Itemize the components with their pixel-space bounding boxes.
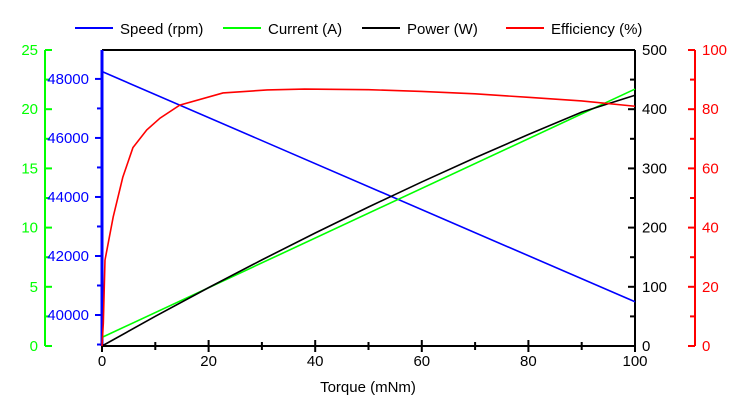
- x-tick-label: 40: [307, 353, 324, 370]
- current-tick-label: 5: [30, 279, 38, 296]
- legend-label-speed: Speed (rpm): [120, 21, 203, 38]
- axes: 0 20 40 60 80 1000510152025400004200044000460…: [21, 42, 727, 370]
- series-line-efficiency: [101, 88, 636, 347]
- legend-label-power: Power (W): [407, 21, 478, 38]
- x-tick-label: 20: [200, 353, 217, 370]
- power-tick-label: 400: [642, 101, 667, 118]
- speed-tick-label: 46000: [47, 130, 89, 147]
- current-tick-label: 10: [21, 220, 38, 237]
- speed-tick-label: 48000: [47, 71, 89, 88]
- x-tick-label: 80: [520, 353, 537, 370]
- legend: Speed (rpm) Current (A) Power (W) Efficienc…: [75, 21, 642, 38]
- efficiency-tick-label: 80: [702, 101, 719, 118]
- x-tick-label: 100: [622, 353, 647, 370]
- efficiency-tick-label: 100: [702, 42, 727, 59]
- power-tick-label: 500: [642, 42, 667, 59]
- efficiency-tick-label: 20: [702, 279, 719, 296]
- speed-tick-label: 40000: [47, 307, 89, 324]
- power-tick-label: 100: [642, 279, 667, 296]
- plot-area: [101, 70, 636, 347]
- series-line-speed: [101, 70, 636, 303]
- current-tick-label: 20: [21, 101, 38, 118]
- series-line-power: [101, 94, 636, 347]
- legend-label-efficiency: Efficiency (%): [551, 21, 642, 38]
- x-axis-label: Torque (mNm): [320, 379, 416, 396]
- legend-label-current: Current (A): [268, 21, 342, 38]
- efficiency-tick-label: 40: [702, 220, 719, 237]
- speed-tick-label: 42000: [47, 248, 89, 265]
- current-tick-label: 15: [21, 160, 38, 177]
- current-tick-label: 0: [30, 338, 38, 355]
- speed-tick-label: 44000: [47, 189, 89, 206]
- series-line-current: [101, 88, 636, 339]
- efficiency-tick-label: 0: [702, 338, 710, 355]
- power-tick-label: 300: [642, 160, 667, 177]
- current-tick-label: 25: [21, 42, 38, 59]
- x-tick-label: 60: [413, 353, 430, 370]
- efficiency-tick-label: 60: [702, 160, 719, 177]
- x-tick-label: 0: [98, 353, 106, 370]
- power-tick-label: 200: [642, 220, 667, 237]
- power-tick-label: 0: [642, 338, 650, 355]
